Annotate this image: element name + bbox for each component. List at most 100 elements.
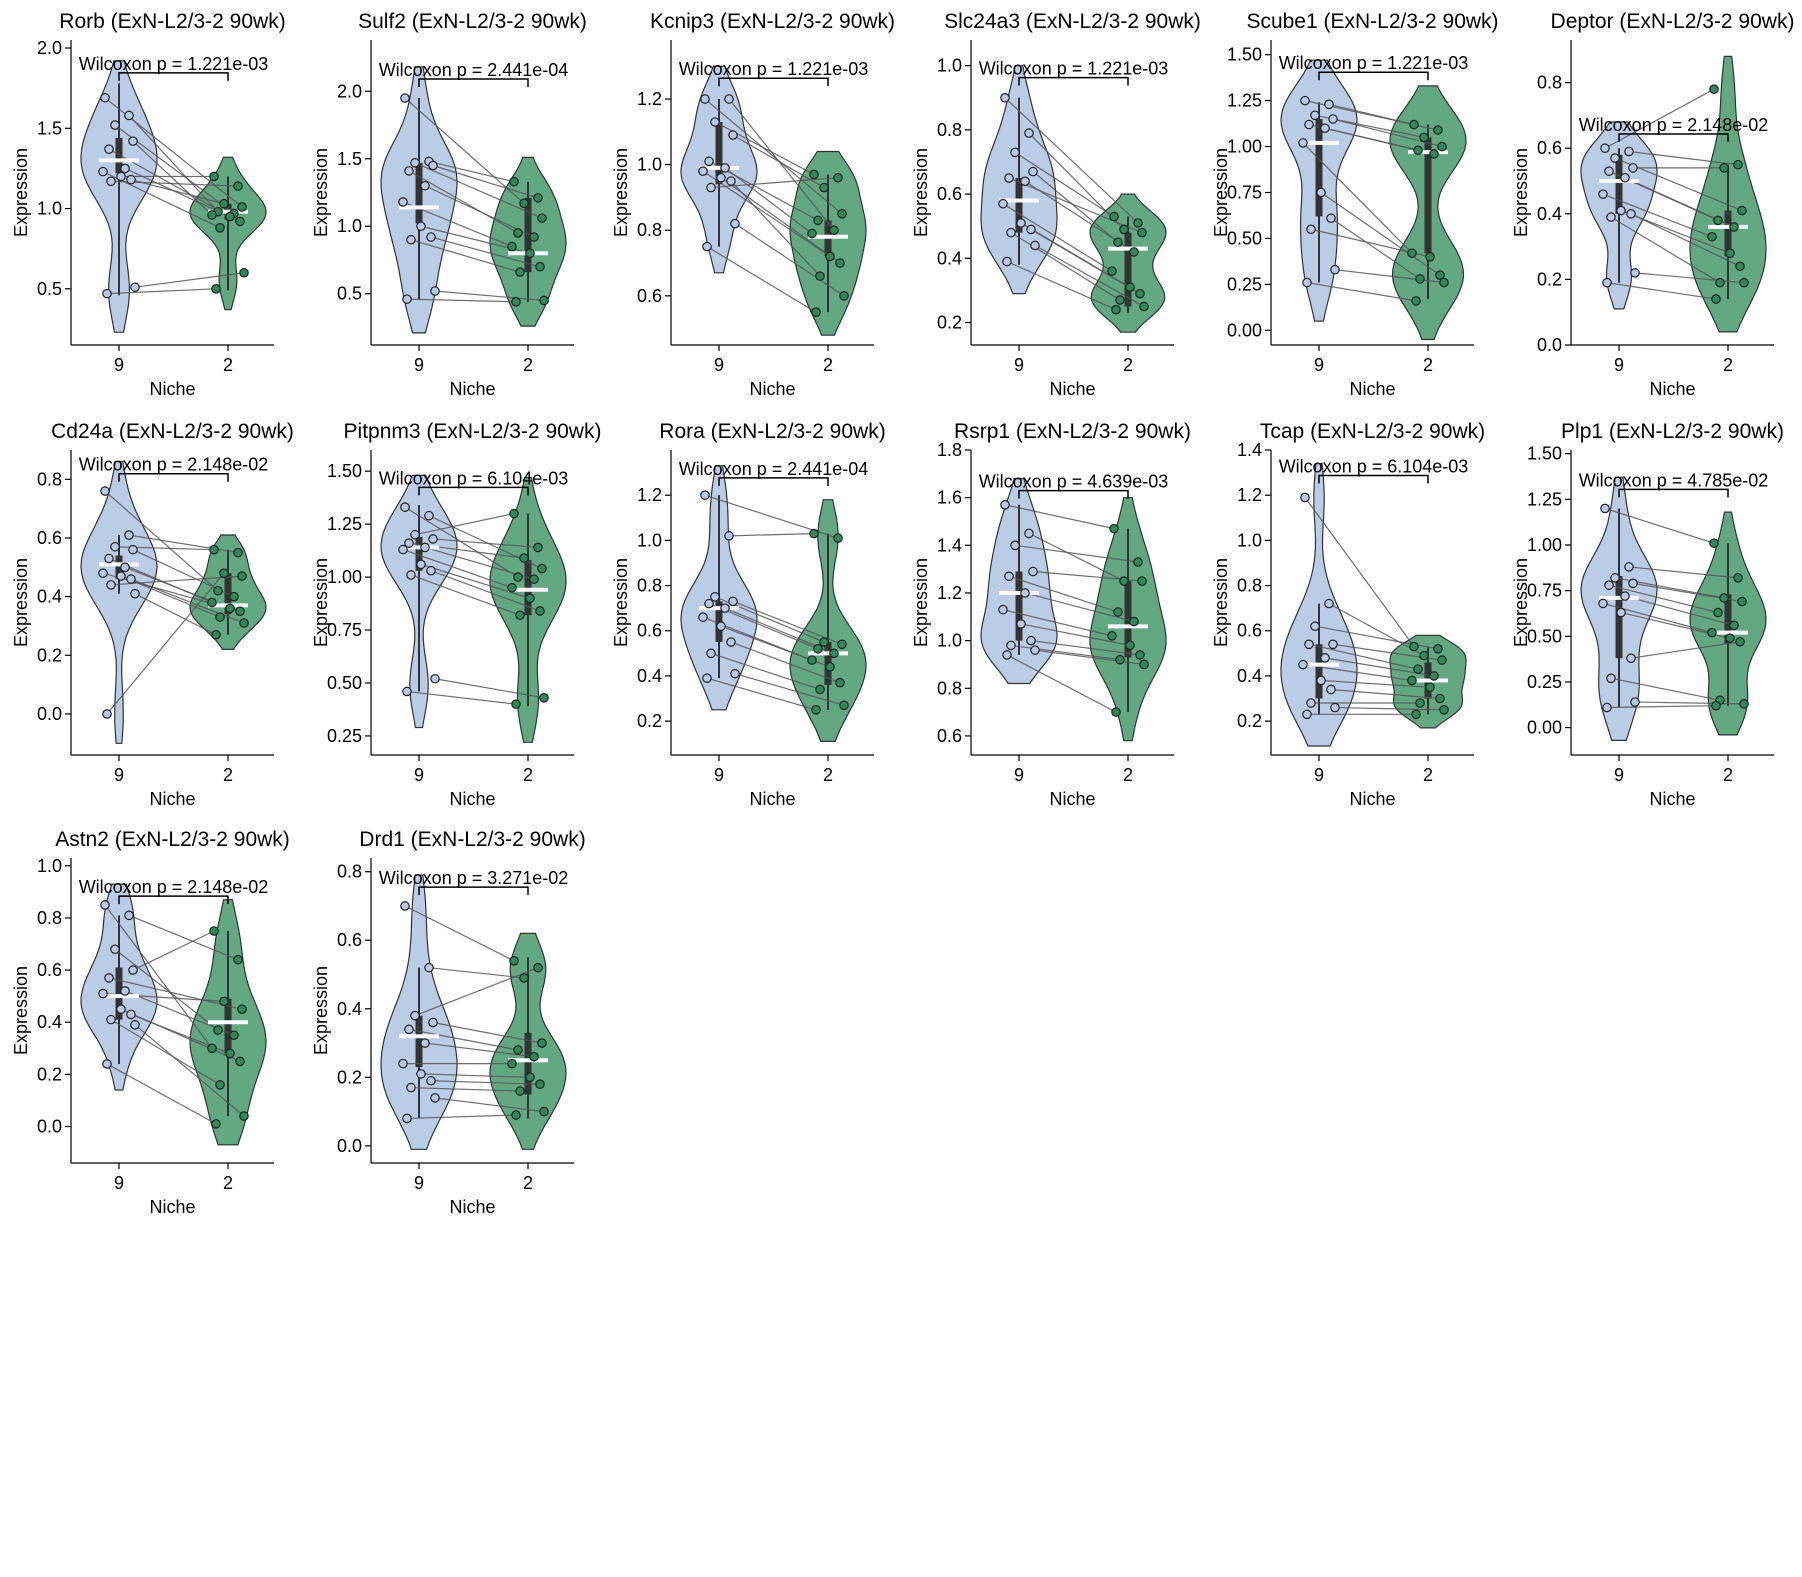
pair-line bbox=[1628, 566, 1739, 579]
pair-line bbox=[1302, 142, 1413, 254]
x-tick-label: 9 bbox=[1014, 355, 1024, 375]
pair-line bbox=[432, 1021, 543, 1044]
point-2 bbox=[235, 216, 245, 227]
point-2 bbox=[535, 261, 545, 272]
iqr-box-2 bbox=[1724, 594, 1732, 644]
point-2 bbox=[229, 591, 239, 602]
point-9 bbox=[130, 282, 140, 293]
y-tick-label: 1.0 bbox=[1237, 530, 1262, 550]
point-2 bbox=[519, 973, 529, 983]
wilcoxon-annotation: Wilcoxon p = 6.104e-03 bbox=[379, 468, 569, 488]
y-tick-label: 0.6 bbox=[937, 726, 962, 746]
y-tick-label: 0.4 bbox=[637, 666, 662, 686]
x-tick-label: 9 bbox=[414, 355, 424, 375]
point-9 bbox=[416, 221, 426, 232]
pair-line bbox=[1330, 688, 1441, 700]
pair-line bbox=[1004, 504, 1115, 530]
point-2 bbox=[1135, 650, 1145, 660]
iqr-box-9 bbox=[415, 1015, 423, 1068]
pair-line bbox=[430, 236, 541, 268]
y-tick-label: 0.25 bbox=[1527, 672, 1562, 692]
point-2 bbox=[209, 171, 219, 182]
point-2 bbox=[1409, 641, 1419, 652]
pair-line bbox=[734, 223, 845, 297]
pair-line bbox=[1010, 644, 1121, 661]
pair-line bbox=[704, 98, 843, 215]
point-9 bbox=[1604, 166, 1614, 176]
point-2 bbox=[233, 954, 243, 965]
chart-panel-1: Sulf2 (ExN-L2/3-2 90wk) Wilcoxon p = 2.44… bbox=[311, 10, 587, 399]
significance-bracket bbox=[1018, 76, 1129, 86]
wilcoxon-annotation: Wilcoxon p = 4.639e-03 bbox=[979, 472, 1169, 492]
x-tick-label: 9 bbox=[1314, 765, 1324, 785]
y-tick-label: 1.2 bbox=[637, 485, 662, 505]
point-9 bbox=[100, 92, 110, 103]
point-9 bbox=[406, 570, 416, 580]
pair-line bbox=[1302, 664, 1413, 682]
iqr-box-9 bbox=[115, 967, 123, 1020]
point-9 bbox=[1626, 653, 1636, 664]
point-2 bbox=[835, 677, 845, 688]
pair-line bbox=[1004, 97, 1139, 224]
point-9 bbox=[116, 571, 126, 581]
y-tick-label: 2.0 bbox=[337, 81, 362, 101]
point-9 bbox=[1602, 702, 1612, 713]
point-2 bbox=[211, 1119, 221, 1129]
point-9 bbox=[1310, 621, 1320, 632]
point-9 bbox=[420, 542, 430, 553]
point-9 bbox=[110, 944, 120, 955]
point-2 bbox=[1739, 699, 1749, 709]
point-2 bbox=[1739, 277, 1749, 288]
pair-line bbox=[1006, 654, 1117, 713]
point-2 bbox=[539, 1106, 549, 1117]
y-tick-label: 1.25 bbox=[1527, 489, 1562, 509]
point-9 bbox=[1330, 264, 1340, 275]
point-2 bbox=[233, 547, 243, 558]
point-9 bbox=[428, 160, 438, 171]
y-tick-label: 0.8 bbox=[337, 862, 362, 882]
wilcoxon-annotation: Wilcoxon p = 2.148e-02 bbox=[1579, 115, 1769, 135]
point-2 bbox=[1139, 659, 1149, 670]
pair-line bbox=[420, 563, 531, 599]
x-axis-label: Niche bbox=[1349, 379, 1395, 399]
point-9 bbox=[1024, 528, 1034, 539]
y-tick-label: 0.2 bbox=[337, 1067, 362, 1087]
point-9 bbox=[1624, 146, 1634, 157]
point-2 bbox=[809, 169, 819, 180]
y-tick-label: 0.0 bbox=[37, 704, 62, 724]
significance-bracket bbox=[418, 486, 529, 496]
point-2 bbox=[1411, 296, 1421, 306]
point-9 bbox=[424, 510, 434, 521]
point-2 bbox=[207, 1043, 217, 1054]
point-9 bbox=[1620, 591, 1630, 601]
pair-line bbox=[106, 572, 225, 715]
x-tick-label: 2 bbox=[223, 1173, 233, 1193]
point-2 bbox=[525, 248, 535, 259]
point-2 bbox=[1737, 596, 1747, 607]
chart-title: Scube1 (ExN-L2/3-2 90wk) bbox=[1246, 10, 1498, 33]
y-tick-label: 0.25 bbox=[327, 726, 362, 746]
point-9 bbox=[1002, 256, 1012, 267]
y-tick-label: 0.50 bbox=[1227, 228, 1262, 248]
point-2 bbox=[1729, 620, 1739, 631]
point-2 bbox=[1729, 222, 1739, 232]
pair-line bbox=[114, 948, 219, 1031]
point-9 bbox=[702, 673, 712, 683]
point-9 bbox=[106, 1014, 116, 1025]
point-9 bbox=[120, 163, 130, 174]
y-axis-label: Expression bbox=[311, 558, 331, 647]
point-2 bbox=[533, 962, 543, 973]
point-2 bbox=[239, 267, 249, 278]
y-tick-label: 0.2 bbox=[37, 1064, 62, 1084]
y-axis-label: Expression bbox=[1211, 148, 1231, 237]
point-2 bbox=[1135, 288, 1145, 299]
point-2 bbox=[219, 996, 229, 1007]
point-9 bbox=[1620, 172, 1630, 183]
y-tick-label: 2.0 bbox=[37, 38, 62, 58]
y-tick-label: 0.75 bbox=[1527, 581, 1562, 601]
pair-line bbox=[1020, 623, 1131, 646]
pair-line bbox=[1320, 192, 1441, 276]
point-2 bbox=[1113, 607, 1123, 617]
point-9 bbox=[102, 709, 112, 719]
